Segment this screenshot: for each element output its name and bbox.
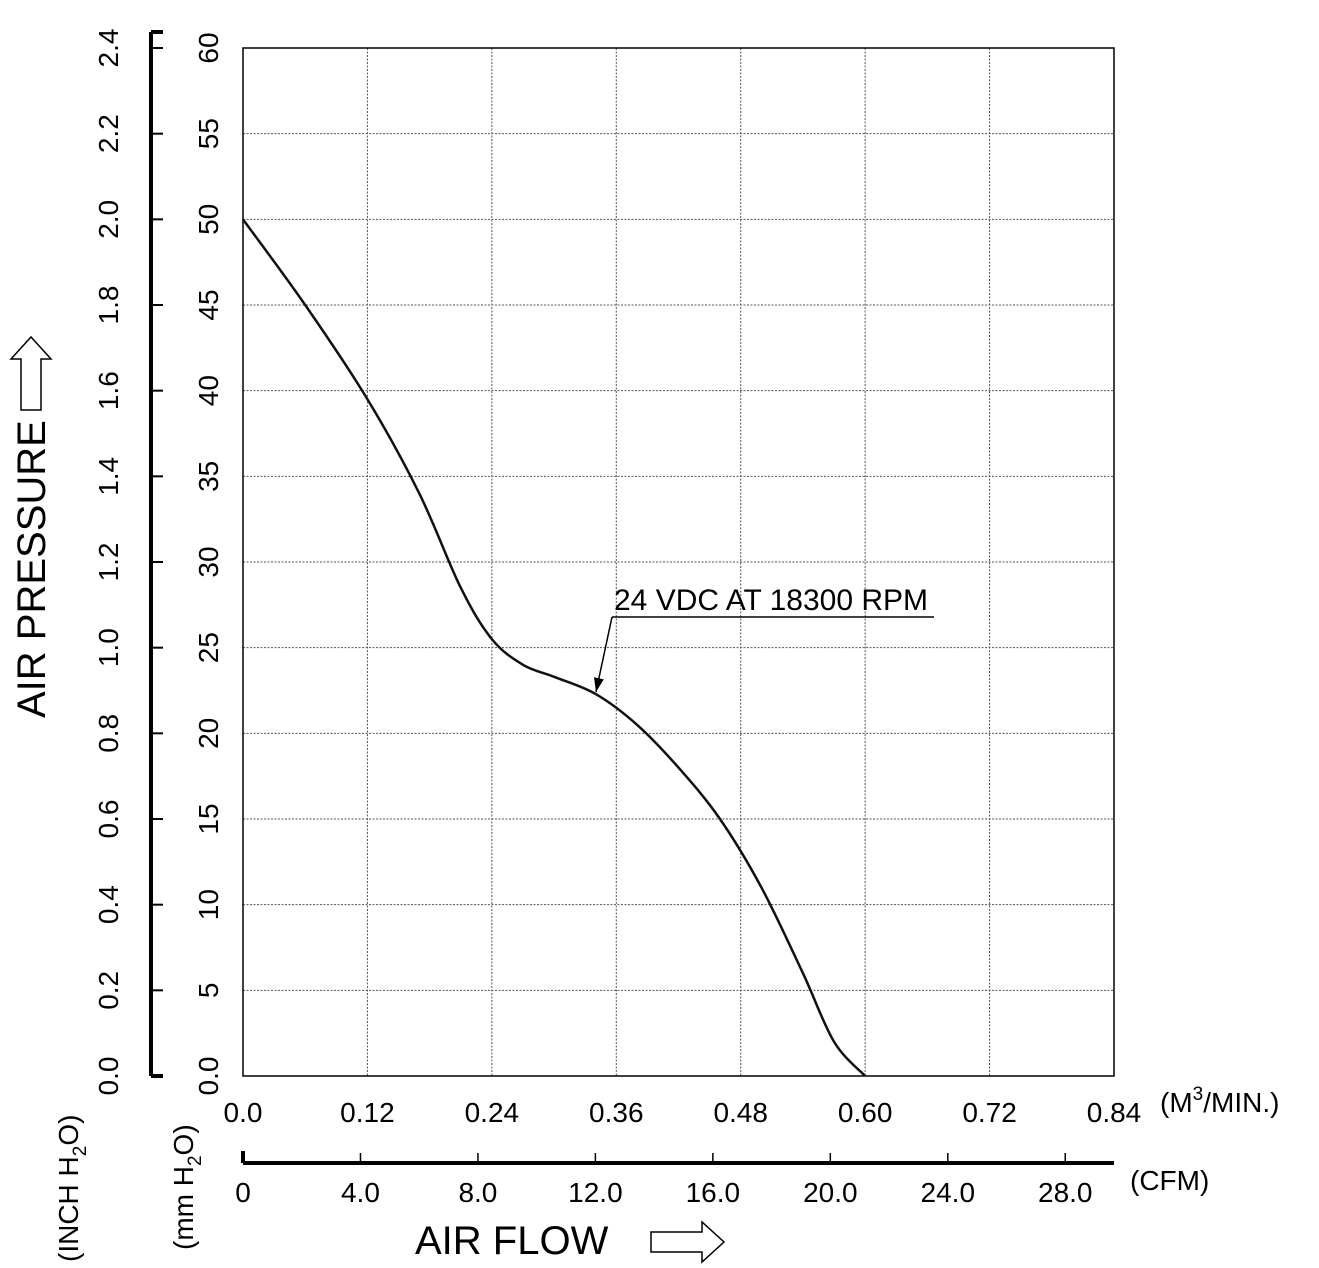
cfm-tick-labels: 0 4.0 8.0 12.0 16.0 20.0 24.0 28.0 [235,1177,1092,1208]
x-tick-label-m3: 0.0 [224,1097,263,1128]
cfm-unit-label: (CFM) [1130,1165,1209,1196]
x-axis-arrow-icon [650,1220,726,1264]
plot-frame [242,47,1115,1077]
y-tick-label-inch: 0.4 [93,885,124,924]
annotation-label: 24 VDC AT 18300 RPM [614,584,928,617]
y-tick-label-mm: 10 [193,889,224,920]
y-tick-label-mm: 15 [193,803,224,834]
x-tick-label-cfm: 0 [235,1177,251,1208]
y-tick-label-inch: 0.2 [93,971,124,1010]
x-tick-label-m3: 0.48 [713,1097,768,1128]
y-tick-label-inch: 1.6 [93,371,124,410]
annotation-arrowhead [594,677,604,692]
x-tick-label-m3: 0.24 [465,1097,520,1128]
x-tick-label-cfm: 12.0 [568,1177,623,1208]
y-tick-label-mm: 40 [193,375,224,406]
series-line-24vdc-18300rpm [241,218,867,1077]
y-tick-label-inch: 2.4 [93,29,124,68]
inch-h2o-unit-label: (INCH H2O) [53,1115,91,1262]
inch-h2o-tick-labels: 0.0 0.2 0.4 0.6 0.8 1.0 1.2 1.4 1.6 1.8 2.0 2.2 2.4 [93,29,163,1096]
y-tick-label-mm: 25 [193,632,224,663]
mm-h2o-tick-labels: 0.0 5 10 15 20 25 30 35 40 45 50 55 60 [193,32,224,1095]
x-tick-label-cfm: 28.0 [1038,1177,1093,1208]
x-axis-title: AIR FLOW [415,1219,609,1263]
x-tick-label-m3: 0.12 [340,1097,395,1128]
m3-min-tick-labels: 0.0 0.12 0.24 0.36 0.48 0.60 0.72 0.84 [224,1097,1142,1128]
x-tick-label-cfm: 16.0 [686,1177,741,1208]
series-annotation: 24 VDC AT 18300 RPM [594,584,934,693]
y-axis-arrow-icon [9,335,53,411]
x-tick-label-m3: 0.84 [1087,1097,1142,1128]
y-tick-label-mm: 50 [193,204,224,235]
y-tick-label-inch: 1.2 [93,543,124,582]
mm-h2o-unit-label: (mm H2O) [168,1124,206,1250]
y-tick-label-mm: 35 [193,461,224,492]
y-tick-label-inch: 1.0 [93,628,124,667]
y-tick-label-inch: 2.2 [93,114,124,153]
y-tick-label-mm: 60 [193,32,224,63]
cfm-tick-marks [359,1153,1067,1163]
y-tick-label-inch: 0.0 [93,1057,124,1096]
y-tick-label-mm: 30 [193,546,224,577]
x-tick-label-cfm: 4.0 [341,1177,380,1208]
y-tick-label-mm: 45 [193,289,224,320]
x-tick-label-m3: 0.60 [838,1097,893,1128]
y-tick-label-inch: 0.6 [93,800,124,839]
x-tick-label-m3: 0.36 [589,1097,644,1128]
x-tick-label-cfm: 20.0 [803,1177,858,1208]
y-tick-label-mm: 0.0 [193,1057,224,1096]
y-tick-label-mm: 55 [193,118,224,149]
y-tick-label-inch: 1.8 [93,286,124,325]
grid-lines [243,48,1114,1076]
x-tick-label-cfm: 8.0 [458,1177,497,1208]
y-tick-label-inch: 0.8 [93,714,124,753]
x-tick-label-cfm: 24.0 [921,1177,976,1208]
y-tick-label-mm: 5 [193,983,224,999]
x-tick-label-m3: 0.72 [962,1097,1017,1128]
y-axis-title: AIR PRESSURE [10,420,54,718]
y-tick-label-mm: 20 [193,718,224,749]
y-tick-label-inch: 2.0 [93,200,124,239]
m3-min-unit-label: (M3/MIN.) [1160,1084,1279,1118]
y-tick-label-inch: 1.4 [93,457,124,496]
